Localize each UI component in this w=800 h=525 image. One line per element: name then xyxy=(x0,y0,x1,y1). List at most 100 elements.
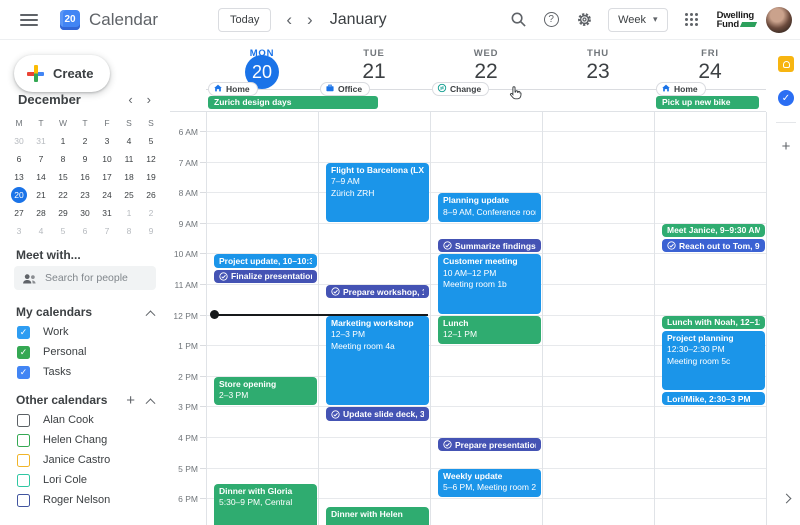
hide-panel-chevron-icon[interactable] xyxy=(778,490,794,506)
avatar[interactable] xyxy=(766,6,792,33)
mini-calendar-prev-icon[interactable]: ‹ xyxy=(128,91,133,107)
mini-calendar-next-icon[interactable]: › xyxy=(146,91,151,107)
mini-calendar-day[interactable]: 28 xyxy=(36,208,46,218)
day-number[interactable]: 22 xyxy=(474,60,498,83)
help-icon[interactable]: ? xyxy=(540,9,562,31)
my-calendar-item[interactable]: ✓ Personal xyxy=(0,342,170,362)
event-block[interactable]: Weekly update 5–6 PM, Meeting room 2c xyxy=(438,468,541,498)
mini-calendar-day[interactable]: 6 xyxy=(82,226,88,236)
day-of-week-label[interactable]: TUE xyxy=(363,48,385,59)
unchecked-checkbox[interactable] xyxy=(17,433,30,447)
mini-calendar-day[interactable]: 7 xyxy=(38,154,44,164)
mini-calendar-day[interactable]: 1 xyxy=(126,208,132,218)
event-block[interactable]: Marketing workshop 12–3 PM Meeting room 4a xyxy=(326,315,429,406)
unchecked-checkbox[interactable] xyxy=(17,413,30,427)
mini-calendar-day[interactable]: 21 xyxy=(36,190,46,200)
mini-calendar-day[interactable]: 2 xyxy=(148,208,154,218)
mini-calendar-day[interactable]: 26 xyxy=(146,190,156,200)
task-chip[interactable]: Prepare presentation, 4 PM xyxy=(438,438,541,452)
other-calendar-item[interactable]: Roger Nelson xyxy=(0,490,170,510)
chevron-up-icon[interactable] xyxy=(145,309,156,320)
mini-calendar-day[interactable]: 31 xyxy=(102,208,112,218)
mini-calendar-day[interactable]: 8 xyxy=(126,226,132,236)
get-addons-icon[interactable]: + xyxy=(781,138,791,155)
mini-calendar-day[interactable]: 23 xyxy=(80,190,90,200)
my-calendar-item[interactable]: ✓ Tasks xyxy=(0,362,170,382)
working-location-chip[interactable]: Home xyxy=(656,82,706,96)
other-calendar-item[interactable]: Lori Cole xyxy=(0,470,170,490)
mini-calendar-day[interactable]: 24 xyxy=(102,190,112,200)
my-calendar-item[interactable]: ✓ Work xyxy=(0,322,170,342)
mini-calendar-day[interactable]: 7 xyxy=(104,226,110,236)
add-other-calendars-icon[interactable]: + xyxy=(126,391,135,409)
view-selector[interactable]: Week ▾ xyxy=(608,7,668,32)
mini-calendar-day[interactable]: 11 xyxy=(124,154,134,164)
mini-calendar-day[interactable]: 30 xyxy=(80,208,90,218)
mini-calendar-day[interactable]: 16 xyxy=(80,172,90,182)
tasks-icon[interactable]: ✓ xyxy=(778,90,794,106)
mini-calendar-day[interactable]: 3 xyxy=(104,136,110,146)
today-button[interactable]: Today xyxy=(218,7,272,32)
mini-calendar-day[interactable]: 13 xyxy=(14,172,24,182)
unchecked-checkbox[interactable] xyxy=(17,473,30,487)
mini-calendar-day[interactable]: 19 xyxy=(146,172,156,182)
mini-calendar-day[interactable]: 14 xyxy=(36,172,46,182)
working-location-chip[interactable]: Change xyxy=(432,82,490,96)
task-chip[interactable]: Prepare workshop, 11 AM xyxy=(326,285,429,299)
mini-calendar-day[interactable]: 18 xyxy=(124,172,134,182)
event-block[interactable]: Project planning 12:30–2:30 PM Meeting roo… xyxy=(662,330,765,391)
mini-calendar-day[interactable]: 2 xyxy=(82,136,88,146)
mini-calendar-day[interactable]: 6 xyxy=(16,154,22,164)
event-block[interactable]: Flight to Barcelona (LX 1957–9 AMZürich … xyxy=(326,162,429,222)
event-block[interactable]: Dinner with Gloria 5:30–9 PM, Central xyxy=(214,483,317,525)
mini-calendar-day[interactable]: 17 xyxy=(102,172,112,182)
checked-checkbox[interactable]: ✓ xyxy=(17,325,30,339)
all-day-event[interactable]: Pick up new bike xyxy=(656,96,759,109)
event-block[interactable]: Customer meeting 10 AM–12 PM Meeting room … xyxy=(438,254,541,314)
mini-calendar-day[interactable]: 8 xyxy=(60,154,66,164)
mini-calendar-day[interactable]: 20 xyxy=(8,186,30,204)
search-people-input[interactable]: Search for people xyxy=(14,266,156,290)
prev-period-icon[interactable]: ‹ xyxy=(286,10,293,29)
task-chip[interactable]: Summarize findings, 9:30 AM xyxy=(438,239,541,253)
day-number-selected[interactable]: 20 xyxy=(245,55,279,89)
mini-calendar-day[interactable]: 9 xyxy=(148,226,154,236)
day-of-week-label[interactable]: MON xyxy=(249,48,275,59)
day-of-week-label[interactable]: THU xyxy=(587,48,609,59)
day-of-week-label[interactable]: FRI xyxy=(701,48,719,59)
search-icon[interactable] xyxy=(507,9,529,31)
day-number[interactable]: 24 xyxy=(698,60,722,83)
mini-calendar-day[interactable]: 31 xyxy=(36,136,46,146)
settings-gear-icon[interactable] xyxy=(573,9,595,31)
working-location-chip[interactable]: Home xyxy=(208,82,258,96)
keep-icon[interactable] xyxy=(778,56,794,72)
chevron-up-icon[interactable] xyxy=(145,397,156,408)
other-calendar-item[interactable]: Janice Castro xyxy=(0,450,170,470)
other-calendar-item[interactable]: Helen Chang xyxy=(0,430,170,450)
all-day-event[interactable]: Zurich design days xyxy=(208,96,378,109)
mini-calendar-day[interactable]: 3 xyxy=(16,226,22,236)
mini-calendar-day[interactable]: 12 xyxy=(146,154,156,164)
mini-calendar-day[interactable]: 4 xyxy=(126,136,132,146)
working-location-chip[interactable]: Office xyxy=(320,82,371,96)
mini-calendar-day[interactable]: 5 xyxy=(148,136,154,146)
mini-calendar-day[interactable]: 1 xyxy=(60,136,66,146)
checked-checkbox[interactable]: ✓ xyxy=(17,345,30,359)
checked-checkbox[interactable]: ✓ xyxy=(17,365,30,379)
task-chip[interactable]: Finalize presentation, 10:30 AM xyxy=(214,269,317,283)
day-number[interactable]: 21 xyxy=(362,60,386,83)
mini-calendar-day[interactable]: 30 xyxy=(14,136,24,146)
mini-calendar-day[interactable]: 25 xyxy=(124,190,134,200)
mini-calendar-day[interactable]: 5 xyxy=(60,226,66,236)
mini-calendar-day[interactable]: 15 xyxy=(58,172,68,182)
event-block[interactable]: Store opening 2–3 PM xyxy=(214,376,317,406)
event-chip[interactable]: Lunch with Noah, 12–12:30 PM xyxy=(662,315,765,329)
task-chip[interactable]: Update slide deck, 3 PM xyxy=(326,407,429,421)
mini-calendar-day[interactable]: 9 xyxy=(82,154,88,164)
main-menu-icon[interactable] xyxy=(20,13,38,26)
event-block[interactable]: Dinner with Helen xyxy=(326,506,429,525)
event-chip[interactable]: Lori/Mike, 2:30–3 PM xyxy=(662,392,765,406)
unchecked-checkbox[interactable] xyxy=(17,493,30,507)
day-number[interactable]: 23 xyxy=(586,60,610,83)
